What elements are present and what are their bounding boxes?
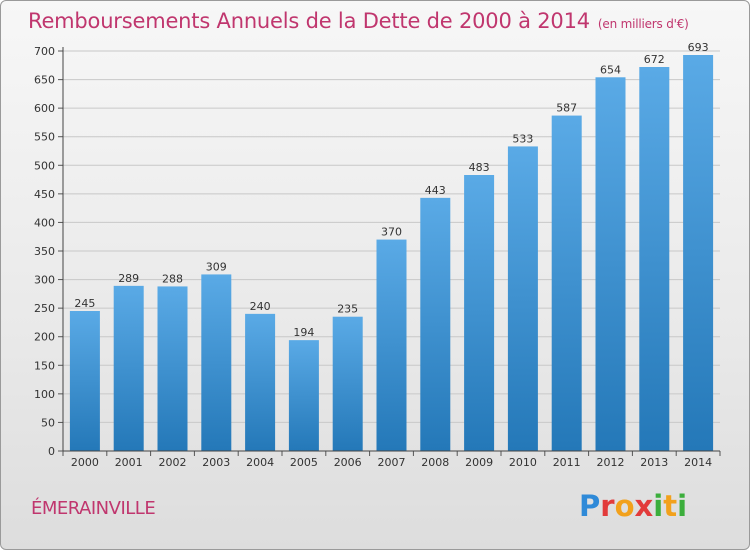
bars — [69, 55, 714, 452]
y-tick-label: 450 — [34, 188, 55, 201]
proxiti-logo: Proxiti — [579, 489, 687, 523]
logo-letter: i — [653, 489, 664, 523]
x-tick-label-2012: 2012 — [597, 456, 625, 469]
data-label-2011: 587 — [556, 102, 577, 115]
y-tick-label: 600 — [34, 102, 55, 115]
y-tick-label: 650 — [34, 74, 55, 87]
bar-2014 — [683, 55, 714, 451]
logo-letter: o — [614, 489, 635, 523]
bar-2004 — [245, 313, 276, 451]
y-tick-label: 500 — [34, 159, 55, 172]
x-tick-label-2007: 2007 — [378, 456, 406, 469]
bar-2012 — [595, 77, 626, 452]
data-label-2010: 533 — [512, 132, 533, 145]
x-tick-label-2000: 2000 — [71, 456, 99, 469]
bar-2006 — [332, 316, 363, 451]
logo-letter: t — [663, 489, 678, 523]
logo-letter: r — [600, 489, 615, 523]
x-tick-label-2014: 2014 — [684, 456, 712, 469]
bar-2013 — [639, 67, 670, 451]
x-tick-label-2013: 2013 — [640, 456, 668, 469]
bar-2001 — [113, 285, 144, 451]
logo-letter: P — [579, 489, 601, 523]
bar-2010 — [507, 146, 538, 451]
x-tick-label-2004: 2004 — [246, 456, 274, 469]
data-label-2013: 672 — [644, 53, 665, 66]
bar-2011 — [551, 115, 582, 452]
labels: 0 50 100 150 200 250 300 350 400 450 500 550 600 650 7… — [34, 41, 712, 469]
data-label-2005: 194 — [293, 326, 314, 339]
y-tick-label: 250 — [34, 302, 55, 315]
bar-2005 — [288, 340, 319, 451]
y-tick-label: 350 — [34, 245, 55, 258]
x-tick-label-2002: 2002 — [159, 456, 187, 469]
bar-2007 — [376, 239, 407, 451]
bar-2002 — [157, 286, 188, 451]
data-label-2008: 443 — [425, 184, 446, 197]
bar-2003 — [201, 274, 232, 451]
x-tick-label-2011: 2011 — [553, 456, 581, 469]
commune-name: ÉMERAINVILLE — [31, 498, 156, 519]
logo-letter: x — [634, 489, 654, 523]
data-label-2004: 240 — [250, 300, 271, 313]
bar-2008 — [420, 197, 451, 451]
chart-title-text: Remboursements Annuels de la Dette de 20… — [28, 9, 590, 33]
chart-title: Remboursements Annuels de la Dette de 20… — [28, 9, 689, 33]
x-tick-label-2009: 2009 — [465, 456, 493, 469]
x-tick-label-2006: 2006 — [334, 456, 362, 469]
y-tick-label: 100 — [34, 388, 55, 401]
y-tick-label: 400 — [34, 216, 55, 229]
y-tick-label: 550 — [34, 131, 55, 144]
y-tick-label: 0 — [48, 445, 55, 458]
y-tick-label: 50 — [41, 416, 55, 429]
y-tick-label: 300 — [34, 274, 55, 287]
data-label-2009: 483 — [469, 161, 490, 174]
y-tick-label: 150 — [34, 359, 55, 372]
bar-2009 — [464, 175, 495, 451]
chart-subtitle: (en milliers d'€) — [597, 17, 689, 31]
data-label-2007: 370 — [381, 226, 402, 239]
x-tick-label-2003: 2003 — [202, 456, 230, 469]
data-label-2006: 235 — [337, 303, 358, 316]
axes — [58, 47, 721, 456]
y-tick-label: 200 — [34, 331, 55, 344]
x-tick-label-2001: 2001 — [115, 456, 143, 469]
data-label-2002: 288 — [162, 272, 183, 285]
x-tick-label-2008: 2008 — [421, 456, 449, 469]
x-tick-label-2005: 2005 — [290, 456, 318, 469]
data-label-2000: 245 — [74, 297, 95, 310]
y-tick-label: 700 — [34, 45, 55, 58]
logo-letter: i — [677, 489, 688, 523]
bar-2000 — [69, 311, 100, 451]
data-label-2001: 289 — [118, 272, 139, 285]
x-tick-label-2010: 2010 — [509, 456, 537, 469]
data-label-2003: 309 — [206, 260, 227, 273]
data-label-2014: 693 — [688, 41, 709, 54]
data-label-2012: 654 — [600, 63, 621, 76]
